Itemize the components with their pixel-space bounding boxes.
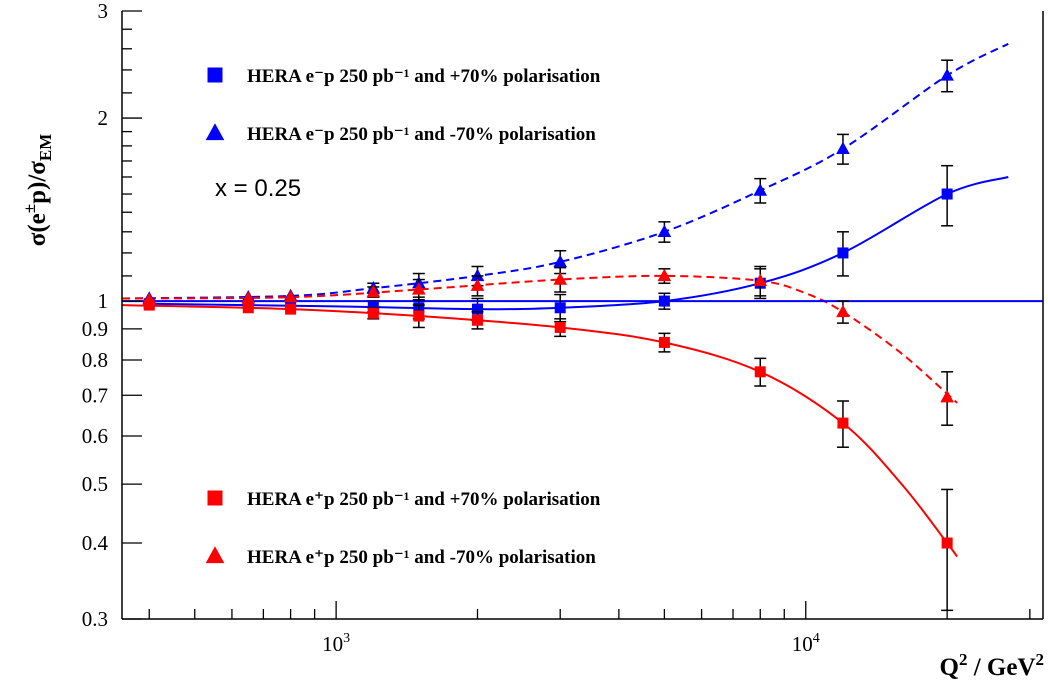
y-tick-label-0: 0.3 bbox=[82, 607, 108, 631]
axes-layer: 103 104 0.3 0.4 0.5 0.6 0.7 0.8 0.9 1 2 3 bbox=[82, 0, 1044, 656]
y-tick-label-8: 2 bbox=[98, 106, 109, 130]
legend-label-2: HERA e⁺p 250 pb⁻¹ and +70% polarisation bbox=[247, 489, 601, 510]
x-tick-label-0: 103 bbox=[322, 631, 350, 656]
y-tick-label-2: 0.5 bbox=[82, 472, 108, 496]
y-tick-label-5: 0.8 bbox=[82, 348, 108, 372]
series-0-point-6 bbox=[554, 302, 566, 314]
series-1-point-8 bbox=[753, 183, 768, 196]
series-3-point-8 bbox=[753, 273, 768, 286]
legend-marker-0 bbox=[207, 67, 223, 83]
series-0-curve bbox=[149, 176, 1009, 311]
series-0-point-3 bbox=[367, 300, 379, 312]
series-1-curve bbox=[121, 42, 1009, 300]
series-0-point-9 bbox=[837, 247, 849, 259]
series-3-point-0 bbox=[142, 292, 157, 305]
series-1-point-10 bbox=[940, 68, 954, 81]
legend-label-3: HERA e⁺p 250 pb⁻¹ and -70% polarisation bbox=[247, 547, 596, 568]
y-tick-label-6: 0.9 bbox=[82, 317, 108, 341]
series-0-point-7 bbox=[658, 295, 670, 307]
series-2-point-2 bbox=[285, 303, 297, 315]
x-tick-label-1: 104 bbox=[792, 631, 820, 656]
series-3-point-7 bbox=[657, 268, 672, 282]
series-2-point-4 bbox=[413, 310, 425, 322]
series-1-point-6 bbox=[553, 254, 568, 268]
series-1-point-9 bbox=[836, 141, 850, 155]
series-2-point-10 bbox=[941, 537, 953, 549]
series-2-point-0 bbox=[143, 299, 155, 311]
legend-marker-2 bbox=[207, 490, 223, 506]
series-3-curve bbox=[121, 274, 958, 404]
series-3-point-10 bbox=[940, 390, 954, 403]
series-2-point-7 bbox=[658, 336, 670, 348]
series-3-point-1 bbox=[241, 291, 256, 304]
y-tick-label-4: 0.7 bbox=[82, 383, 108, 407]
series-0-point-10 bbox=[941, 188, 953, 200]
points-layer bbox=[142, 59, 954, 612]
legend-layer: HERA e⁻p 250 pb⁻¹ and +70% polarisation H… bbox=[205, 66, 601, 568]
series-2-point-6 bbox=[554, 321, 566, 333]
y-tick-label-3: 0.6 bbox=[82, 424, 108, 448]
x-axis-title: Q2 / GeV2 bbox=[940, 650, 1045, 681]
y-axis-title: σ(e±p)/σEM bbox=[20, 134, 55, 247]
y-tick-label-1: 0.4 bbox=[82, 531, 109, 555]
series-1-point-5 bbox=[470, 268, 485, 282]
series-3-point-4 bbox=[412, 282, 426, 295]
series-3-point-6 bbox=[553, 272, 568, 285]
series-3-point-9 bbox=[836, 304, 850, 318]
series-2-point-3 bbox=[367, 307, 379, 319]
legend-label-1: HERA e⁻p 250 pb⁻¹ and -70% polarisation bbox=[247, 124, 596, 145]
legend-marker-1 bbox=[205, 123, 225, 141]
legend-label-0: HERA e⁻p 250 pb⁻¹ and +70% polarisation bbox=[247, 66, 601, 87]
series-3-point-5 bbox=[470, 278, 485, 291]
series-2-point-8 bbox=[754, 366, 766, 378]
series-1-point-7 bbox=[657, 224, 672, 238]
series-2-curve bbox=[121, 304, 958, 558]
y-tick-label-7: 1 bbox=[98, 289, 109, 313]
annotation-x: x = 0.25 bbox=[215, 175, 301, 202]
y-tick-label-9: 3 bbox=[98, 0, 109, 23]
series-2-point-1 bbox=[242, 302, 254, 314]
series-0-point-5 bbox=[471, 303, 483, 315]
series-3-point-3 bbox=[366, 284, 381, 298]
series-2-point-5 bbox=[471, 314, 483, 326]
series-2-point-9 bbox=[837, 417, 849, 429]
series-3-point-2 bbox=[283, 289, 298, 303]
legend-marker-3 bbox=[205, 546, 225, 564]
